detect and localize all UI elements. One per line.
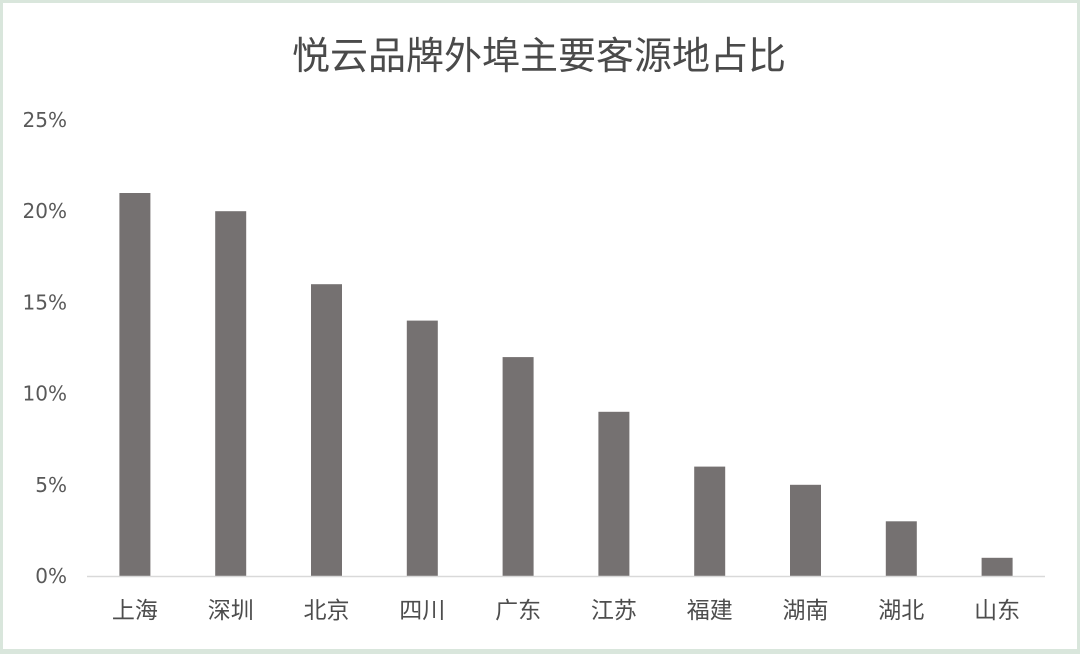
bar — [215, 211, 247, 576]
y-axis: 0% 5% 10% 15% 20% 25% — [23, 108, 67, 588]
chart-title: 悦云品牌外埠主要客源地占比 — [292, 34, 786, 78]
y-tick-label: 0% — [35, 564, 67, 588]
bar-chart: 悦云品牌外埠主要客源地占比 0% 5% 10% 15% 20% 25% 上海 深圳 北京 四川 广… — [23, 34, 1045, 624]
bar — [502, 357, 534, 576]
bar — [598, 411, 630, 576]
x-tick-label: 北京 — [304, 598, 350, 624]
y-tick-label: 25% — [23, 108, 67, 132]
x-axis: 上海 深圳 北京 四川 广东 江苏 福建 湖南 湖北 山东 — [112, 598, 1020, 624]
bar — [406, 320, 438, 576]
x-tick-label: 江苏 — [591, 598, 637, 624]
x-tick-label: 四川 — [399, 598, 445, 624]
bar — [790, 484, 821, 576]
x-tick-label: 广东 — [495, 598, 541, 624]
y-tick-label: 20% — [23, 199, 67, 223]
bar — [981, 557, 1013, 576]
y-tick-label: 5% — [35, 473, 67, 497]
x-tick-label: 福建 — [687, 598, 733, 624]
y-tick-label: 10% — [23, 382, 67, 406]
x-tick-label: 山东 — [974, 598, 1020, 624]
bar — [694, 466, 726, 576]
chart-frame: 悦云品牌外埠主要客源地占比 0% 5% 10% 15% 20% 25% 上海 深圳 北京 四川 广… — [3, 3, 1077, 649]
bar — [119, 193, 151, 576]
bar — [311, 284, 342, 576]
x-tick-label: 湖北 — [878, 598, 924, 624]
x-tick-label: 深圳 — [208, 598, 254, 624]
x-tick-label: 上海 — [112, 598, 158, 624]
x-tick-label: 湖南 — [783, 598, 829, 624]
bars — [119, 193, 1013, 576]
bar — [885, 521, 917, 576]
y-tick-label: 15% — [23, 290, 67, 314]
